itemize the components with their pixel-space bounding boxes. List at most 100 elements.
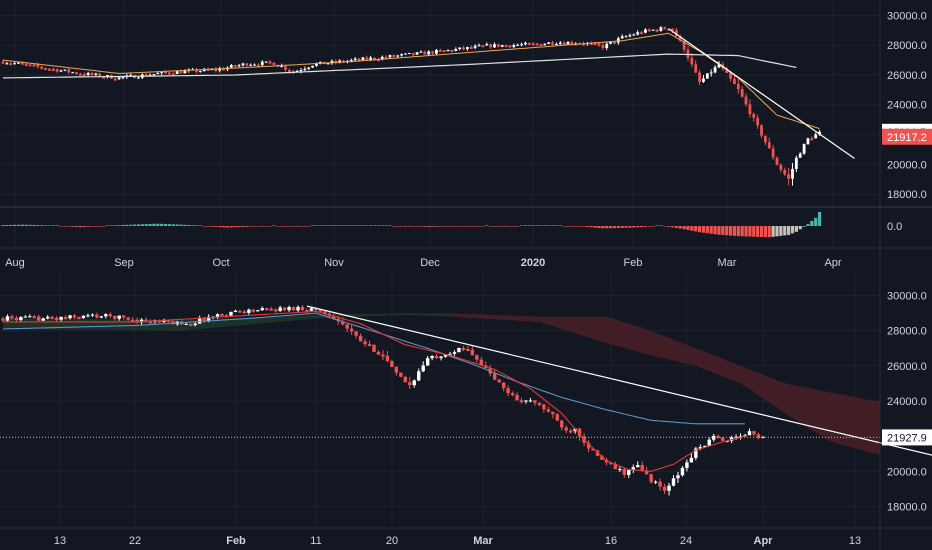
candle-body (408, 382, 412, 386)
candle-body (667, 485, 671, 491)
macd-bar (51, 225, 55, 226)
macd-bar (454, 226, 458, 227)
candle-body (720, 437, 725, 441)
candle-body (443, 354, 448, 357)
macd-bar (624, 226, 628, 228)
x-tick-label: Mar (718, 257, 737, 269)
bottom-x-axis[interactable]: 13 22 Feb 11 20 Mar 16 24 Apr 13 (54, 535, 861, 547)
candle-body (694, 448, 698, 458)
candle (676, 471, 680, 483)
candle (649, 473, 653, 484)
candle (14, 315, 19, 322)
candle (32, 314, 36, 319)
top-candlestick-chart[interactable]: 30000.028000.026000.024000.022000.020000… (0, 0, 932, 272)
macd-bar (311, 225, 315, 226)
candle (265, 307, 269, 311)
macd-bar (13, 224, 17, 226)
candle (46, 314, 50, 320)
candle-body (245, 63, 249, 66)
candle (473, 44, 477, 50)
candle-body (620, 36, 624, 39)
candle (531, 42, 535, 46)
candle-body (300, 306, 305, 311)
macd-bar (500, 226, 504, 227)
candle (546, 406, 551, 413)
candle (686, 45, 690, 62)
y-tick-label: 20000.0 (887, 466, 927, 478)
candle (41, 317, 45, 321)
macd-bar (171, 224, 175, 226)
candle (771, 144, 775, 160)
candle (542, 404, 546, 413)
macd-bar (415, 226, 419, 227)
candle-body (504, 45, 508, 48)
candle (44, 67, 47, 71)
bottom-y-axis[interactable]: 30000.028000.026000.024000.022000.020000… (0, 272, 932, 550)
candle (75, 71, 78, 75)
macd-bar (434, 226, 439, 227)
candle (220, 313, 224, 317)
candle-body (461, 347, 466, 350)
top-x-axis[interactable]: Aug Sep Oct Nov Dec 2020 Feb Mar Apr (5, 257, 842, 269)
candle (408, 376, 412, 389)
macd-bar (570, 226, 574, 227)
candle (568, 428, 573, 434)
candle (59, 69, 63, 73)
macd-bar (794, 226, 798, 232)
candle-body (309, 308, 314, 311)
candle-body (779, 165, 783, 170)
macd-bar (550, 225, 555, 226)
macd-bar (663, 226, 667, 227)
candle-body (202, 68, 206, 72)
last-price-label: 21917.2 (882, 128, 932, 145)
candle (126, 317, 130, 322)
bottom-candlestick-chart[interactable]: 30000.028000.026000.024000.022000.020000… (0, 272, 932, 550)
top-y-axis[interactable]: 30000.028000.026000.024000.022000.020000… (0, 0, 932, 272)
macd-bar (90, 226, 94, 227)
candle (117, 315, 121, 321)
kijun-line (3, 310, 746, 472)
x-tick-label: 13 (54, 535, 66, 547)
candle (94, 72, 98, 77)
candle (748, 99, 752, 118)
candle (501, 382, 506, 392)
candle-body (220, 314, 224, 317)
tenkan-line (2, 312, 745, 425)
macd-bar (597, 226, 601, 228)
candle (400, 53, 404, 57)
candle-body (519, 400, 524, 403)
candle-body (407, 52, 411, 54)
candle (520, 42, 523, 47)
candle (77, 316, 81, 320)
candle-body (51, 68, 55, 71)
macd-bar (260, 226, 264, 227)
macd-bar (756, 226, 760, 237)
macd-bar (71, 226, 75, 227)
candle-body (417, 371, 421, 381)
candle (358, 333, 363, 342)
macd-bar (616, 226, 620, 229)
candle-body (113, 78, 117, 81)
candle (430, 355, 434, 361)
candle-body (81, 315, 86, 319)
candle-body (303, 68, 307, 71)
candle-body (121, 77, 125, 79)
candle (399, 372, 403, 378)
macd-bar (477, 226, 481, 227)
candle (658, 478, 662, 491)
macd-bar (674, 226, 678, 228)
macd-bar (701, 226, 706, 233)
macd-bar (136, 224, 141, 226)
candle-body (653, 481, 658, 483)
candle-body (435, 49, 438, 54)
candle-body (716, 435, 720, 438)
candle-body (485, 44, 489, 46)
macd-bar (345, 225, 350, 226)
candle-body (1, 61, 5, 64)
candle-body (547, 42, 551, 44)
candle-body (233, 65, 237, 68)
candle (760, 124, 763, 139)
candle (470, 345, 475, 356)
macd-bar (86, 226, 90, 227)
candle (702, 75, 705, 83)
